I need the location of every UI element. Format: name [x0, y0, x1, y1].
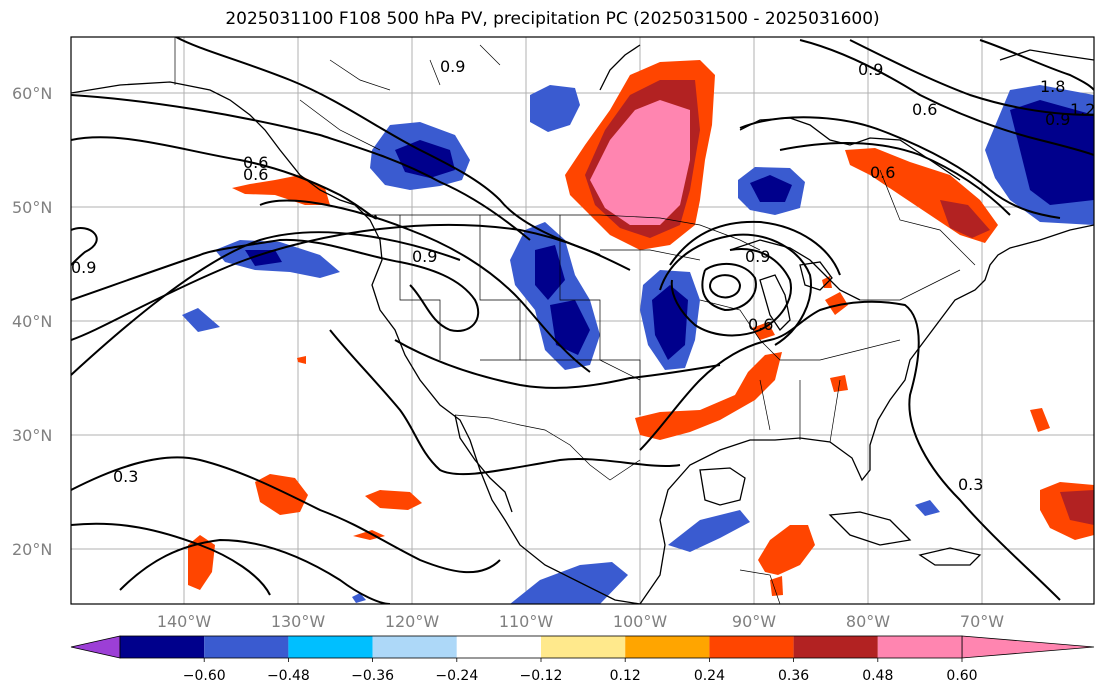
colorbar-segment: [793, 636, 878, 658]
contour-label: 0.6: [912, 100, 937, 119]
lon-label: 100°W: [613, 612, 668, 631]
contour-label: 0.6: [243, 165, 268, 184]
contour-label: 0.3: [113, 467, 138, 486]
pv-contours: [71, 37, 1094, 604]
lat-label: 60°N: [12, 84, 52, 103]
colorbar-tick-label: 0.60: [946, 668, 977, 684]
contour-label: 1.8: [1040, 77, 1065, 96]
contour-labels: 0.9 0.6 0.6 0.9 0.9 0.9 0.6 0.3 0.3 0.6 …: [71, 57, 1095, 494]
map-frame: [70, 36, 1095, 605]
contour-label: 0.9: [71, 258, 96, 277]
colorbar-ticks: [203, 658, 963, 662]
colorbar-segment: [204, 636, 289, 658]
colorbar-tick-label: 0.36: [778, 668, 809, 684]
colorbar-extend-low: [70, 635, 121, 659]
colorbar-segment: [625, 636, 710, 658]
lon-label: 130°W: [271, 612, 326, 631]
colorbar-segment: [120, 636, 205, 658]
lon-label: 90°W: [732, 612, 776, 631]
colorbar-tick-labels: −0.60 −0.48 −0.36 −0.24 −0.12 0.12 0.24 …: [183, 668, 978, 684]
colorbar-tick-label: 0.48: [862, 668, 893, 684]
coastlines: [71, 44, 1094, 604]
lat-label: 40°N: [12, 312, 52, 331]
contour-label: 0.6: [243, 153, 268, 172]
colorbar-segment: [541, 636, 626, 658]
colorbar-segment: [372, 636, 457, 658]
positive-anomaly-shading: [188, 60, 1094, 596]
longitude-labels: 140°W 130°W 120°W 110°W 100°W 90°W 80°W …: [157, 612, 1004, 631]
contour-label: 0.6: [748, 315, 773, 334]
colorbar-tick-label: −0.24: [435, 668, 478, 684]
colorbar-segment: [877, 636, 962, 658]
latitude-labels: 60°N 50°N 40°N 30°N 20°N: [12, 84, 52, 559]
lon-label: 80°W: [846, 612, 890, 631]
colorbar-tick-label: 0.24: [694, 668, 725, 684]
lon-label: 70°W: [960, 612, 1004, 631]
contour-label: 0.6: [870, 163, 895, 182]
negative-anomaly-shading: [182, 85, 1094, 604]
contour-label: 0.9: [858, 60, 883, 79]
lat-label: 30°N: [12, 426, 52, 445]
lat-label: 20°N: [12, 540, 52, 559]
contour-label: 0.9: [440, 57, 465, 76]
colorbar-tick-label: −0.36: [351, 668, 394, 684]
colorbar-segment: [456, 636, 541, 658]
lon-label: 140°W: [157, 612, 212, 631]
map-title: 2025031100 F108 500 hPa PV, precipitatio…: [225, 9, 880, 29]
colorbar-tick-label: −0.60: [183, 668, 226, 684]
lon-label: 110°W: [499, 612, 554, 631]
colorbar-segment: [709, 636, 794, 658]
colorbar-tick-label: 0.12: [610, 668, 641, 684]
contour-label: 0.9: [745, 247, 770, 266]
colorbar-segment: [288, 636, 373, 658]
lat-label: 50°N: [12, 198, 52, 217]
colorbar-tick-label: −0.12: [520, 668, 563, 684]
contour-label: 0.3: [958, 475, 983, 494]
colorbar-extend-high: [961, 635, 1095, 659]
colorbar-tick-label: −0.48: [267, 668, 310, 684]
contour-label: 0.9: [412, 247, 437, 266]
lon-label: 120°W: [385, 612, 440, 631]
colorbar: −0.60 −0.48 −0.36 −0.24 −0.12 0.12 0.24 …: [70, 635, 1095, 684]
contour-label: 0.9: [1045, 110, 1070, 129]
contour-label: 1.2: [1070, 100, 1095, 119]
